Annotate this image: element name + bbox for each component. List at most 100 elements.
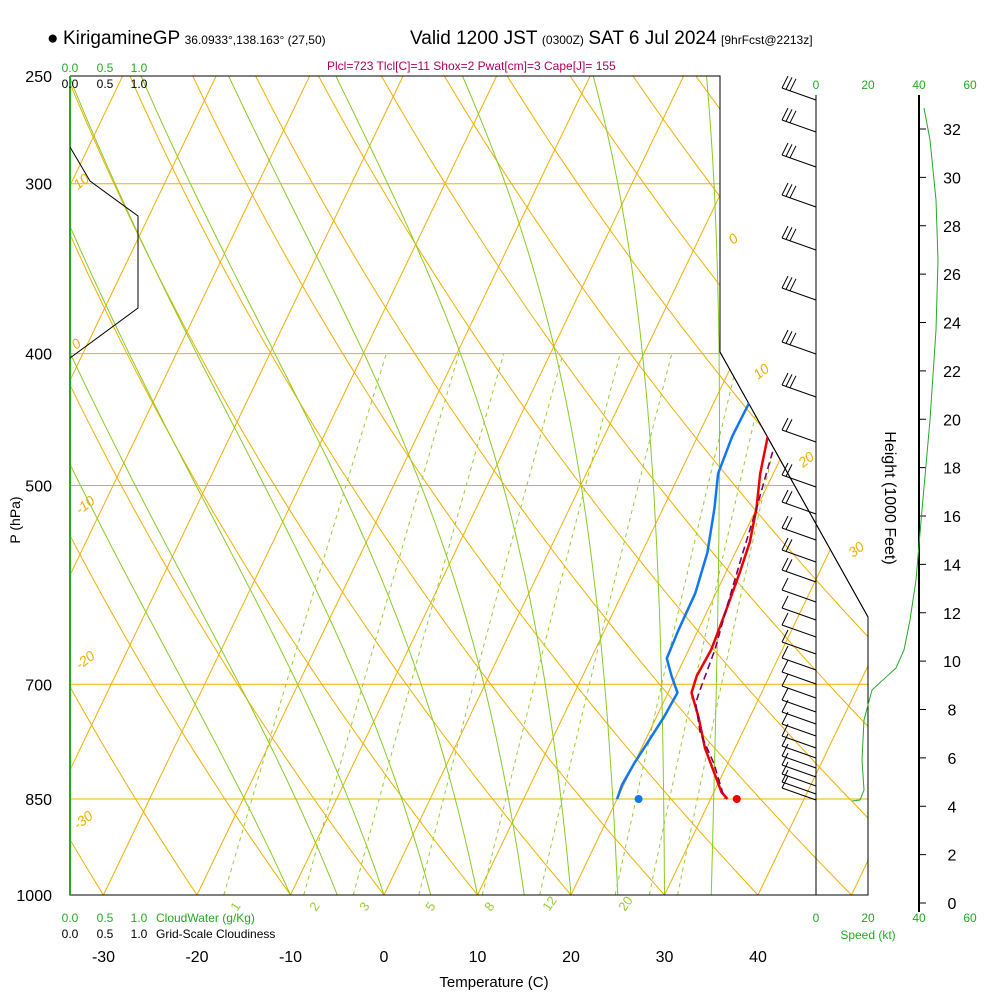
wind-barb [781,645,817,671]
wind-barb-feather [781,612,789,626]
dry-adiabat-line [318,76,868,895]
speed-top-tick: 60 [963,78,977,92]
wind-barb-staff [781,119,817,133]
height-tick-label: 32 [943,122,961,139]
wind-barb-feather [781,329,789,343]
wind-barb-feather [781,645,789,659]
wind-barb-feather [781,107,789,121]
height-axis-label: Height (1000 Feet) [881,431,898,564]
wind-barb-feather [781,723,789,737]
moist-adiabat-line [140,76,478,895]
dry-adiabat-line [192,76,759,895]
wind-barb-feather [785,109,793,122]
chart-header: ● KirigamineGP 36.0933°,138.163° (27,50) [47,28,326,50]
mixing-ratio-line [648,353,771,895]
cloudiness-top-tick: 1.0 [131,77,148,91]
cloudiness-axis-label: Grid-Scale Cloudiness [156,927,275,941]
speed-top-tick: 0 [813,78,820,92]
mixing-ratio-line [223,353,387,895]
wind-barb-feather [785,227,793,240]
mixing-ratio-line [677,353,796,895]
wind-barb-staff [781,671,817,685]
wind-barb-staff [781,745,817,759]
wind-barb-staff [781,384,817,398]
dry-adiabat-line [0,76,10,895]
wind-barb-staff [781,87,817,101]
speed-axis-label: Speed (kt) [840,928,895,942]
height-tick-label: 2 [948,848,957,865]
speed-bottom-tick: 60 [963,911,977,925]
dry-adiabat-line [70,76,291,895]
cloudiness-bottom-tick: 0.0 [62,927,79,941]
speed-bottom-tick: 40 [912,911,926,925]
moist-adiabat-line [706,76,720,895]
wind-barb [781,769,817,795]
pressure-tick-label: 300 [25,177,52,194]
cloudwater-bottom-tick: 1.0 [131,911,148,925]
wind-barb-feather [781,417,789,431]
mixing-ratio-label: 5 [422,899,438,914]
parcel-line [694,368,802,800]
wind-barb-staff [781,341,817,355]
isotherm-label: 30 [845,538,867,560]
mixing-ratio-line [614,353,740,895]
height-tick-label: 22 [943,364,961,381]
mixing-ratio-line [418,353,564,895]
wind-barb-feather [781,775,789,789]
wind-barb [781,687,817,713]
wind-barb [781,537,817,563]
wind-barb [781,775,817,801]
dry-adiabat-line [70,76,198,895]
wind-barb-feather [781,275,789,289]
cloudwater-bottom-tick: 0.0 [62,911,79,925]
wind-barb-feather [781,462,789,476]
isotherm-label: -20 [72,647,98,672]
wind-barb-feather [781,515,789,529]
wind-barb-feather [785,374,793,387]
wind-barb-feather [785,539,793,552]
wind-barb-feather [781,687,789,701]
wind-barb [781,275,817,301]
wind-barb-feather [781,537,789,551]
wind-barb-feather [785,144,793,157]
wind-barb-feather [785,419,793,432]
wind-barb-feather [781,769,789,783]
speed-bottom-tick: 20 [861,911,875,925]
wind-barb-feather [785,464,793,477]
wind-barb [781,75,817,101]
moist-adiabat-line [592,76,665,895]
dry-adiabat-line [255,76,852,895]
mixing-ratio-label: 2 [306,899,322,914]
wind-barb [781,372,817,398]
mixing-ratio-label: 8 [481,899,497,914]
isotherm-line [851,76,868,895]
isotherm-line [383,76,778,895]
wind-barb-staff [781,429,817,443]
mixing-ratio-line [539,353,673,895]
wind-barb [781,612,817,638]
mixing-ratio-label: 3 [356,899,372,914]
wind-barb-feather [785,331,793,344]
wind-barb-staff [781,154,817,168]
cloudwater-top-tick: 0.5 [97,61,114,75]
wind-barb [781,489,817,515]
height-tick-label: 26 [943,267,961,284]
wind-barb-staff [781,641,817,655]
mixing-ratio-line [481,353,621,895]
isotherm-line [196,76,591,895]
moist-adiabat-line [70,76,385,895]
pressure-tick-label: 500 [25,479,52,496]
wind-barb-feather [789,278,797,292]
isotherm-line [290,76,685,895]
moist-adiabat-line [70,76,432,895]
isotherm-line [103,76,498,895]
isotherm-line [757,76,868,895]
wind-barb-staff [781,723,817,737]
temperature-tick-label: 0 [380,949,389,966]
stability-indices: Plcl=723 Tlcl[C]=11 Shox=2 Pwat[cm]=3 Ca… [327,59,616,73]
dry-adiabat-line [948,76,1000,895]
cloudwater-top-tick: 1.0 [131,61,148,75]
